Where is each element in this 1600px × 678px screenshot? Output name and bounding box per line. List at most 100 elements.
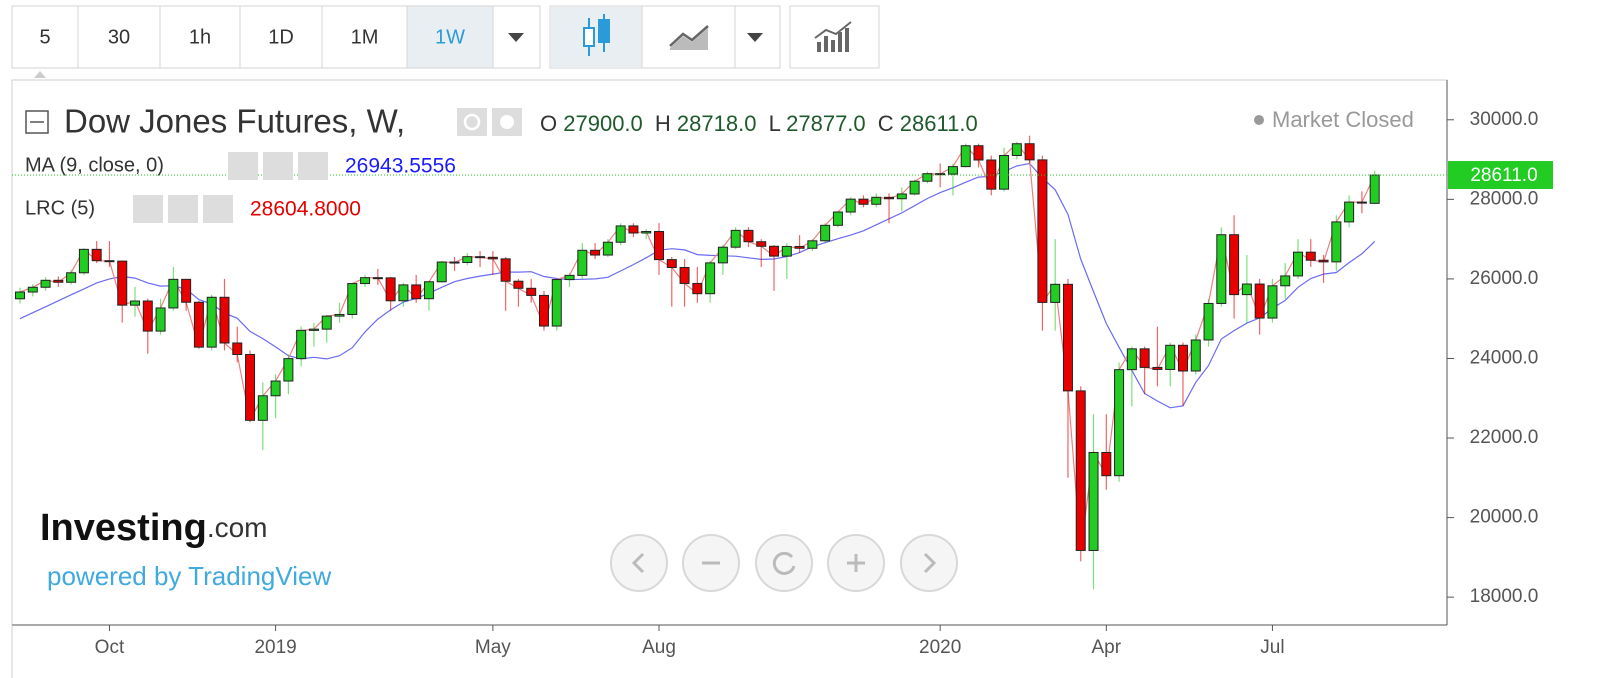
candle-body bbox=[53, 279, 64, 283]
ohlc-value: 27877.0 bbox=[786, 111, 866, 136]
candle-body bbox=[858, 198, 869, 205]
candle-body bbox=[935, 173, 946, 176]
candle-body bbox=[168, 278, 179, 309]
candle-body bbox=[513, 280, 524, 289]
candle-body bbox=[590, 249, 601, 256]
candle-body bbox=[1139, 348, 1150, 368]
y-tick-label: 30000.0 bbox=[1470, 109, 1539, 130]
candle-body bbox=[896, 193, 907, 200]
candle-body bbox=[283, 358, 294, 382]
overlay-name: LRC (5) bbox=[25, 197, 95, 219]
candle-body bbox=[960, 145, 971, 168]
candle-body bbox=[1050, 283, 1061, 303]
candle-body bbox=[347, 283, 358, 315]
candle-body bbox=[884, 196, 895, 200]
overlay-icons[interactable] bbox=[133, 195, 233, 223]
candle-body bbox=[117, 260, 128, 306]
candle-body bbox=[475, 256, 486, 259]
interval-button[interactable] bbox=[12, 6, 78, 68]
line-icon bbox=[669, 25, 709, 47]
candle-body bbox=[1075, 390, 1086, 551]
interval-button[interactable] bbox=[78, 6, 160, 68]
zoom-glyphs bbox=[631, 551, 937, 575]
candle-body bbox=[15, 291, 25, 300]
interval-label: 1D bbox=[268, 26, 294, 48]
candle-body bbox=[1088, 451, 1099, 551]
overlay-value: 28604.8000 bbox=[250, 198, 361, 221]
candle-body bbox=[1318, 259, 1329, 263]
candle-body bbox=[1241, 283, 1252, 296]
candle-body bbox=[1280, 275, 1291, 287]
candle-body bbox=[717, 246, 728, 264]
ohlc-value: 28718.0 bbox=[677, 111, 757, 136]
ohlc-key: O bbox=[540, 111, 557, 136]
x-tick-label: Aug bbox=[642, 637, 676, 658]
candle-button[interactable] bbox=[551, 7, 642, 67]
candle-body bbox=[1114, 369, 1125, 477]
candle-body bbox=[27, 286, 38, 293]
overlay-icons[interactable] bbox=[228, 152, 328, 180]
ohlc-key: H bbox=[655, 111, 671, 136]
x-tick-label: 2020 bbox=[919, 637, 961, 658]
x-tick-label: 2019 bbox=[254, 637, 296, 658]
last-price-label: 28611.0 bbox=[1470, 165, 1537, 186]
collapse-arrow[interactable] bbox=[34, 71, 46, 78]
x-tick-label: Jul bbox=[1260, 637, 1284, 658]
status-dot bbox=[1254, 115, 1264, 125]
candle-body bbox=[807, 240, 818, 249]
candle-body bbox=[232, 342, 243, 355]
candle-body bbox=[1152, 366, 1163, 370]
collapse-legend[interactable] bbox=[25, 110, 49, 134]
candle-body bbox=[705, 262, 716, 295]
interval-button[interactable] bbox=[240, 6, 322, 68]
indicators-icon bbox=[814, 21, 852, 52]
dropdown-arrow[interactable] bbox=[508, 33, 524, 42]
candle-body bbox=[986, 159, 997, 190]
candle-body bbox=[360, 277, 371, 285]
overlay-name: MA (9, close, 0) bbox=[25, 154, 164, 176]
gear-icon bbox=[500, 115, 514, 129]
powered-by: powered by TradingView bbox=[47, 561, 331, 591]
candle-body bbox=[756, 241, 767, 247]
interval-label: 1W bbox=[435, 26, 465, 48]
candle-body bbox=[130, 300, 141, 306]
candle-body bbox=[423, 281, 434, 300]
candle-body bbox=[308, 328, 319, 331]
candle-body bbox=[551, 279, 562, 327]
dropdown-arrow[interactable] bbox=[747, 33, 763, 42]
brand: Investing bbox=[40, 507, 207, 549]
interval-button[interactable] bbox=[407, 6, 493, 68]
ohlc-value: 28611.0 bbox=[900, 111, 978, 136]
candle-body bbox=[1229, 234, 1240, 296]
candle-body bbox=[526, 287, 537, 296]
interval-button[interactable] bbox=[160, 6, 240, 68]
candle-body bbox=[1254, 283, 1265, 319]
candle-body bbox=[922, 173, 933, 182]
candle-body bbox=[1037, 159, 1048, 303]
candle-body bbox=[40, 279, 51, 288]
y-tick-label: 26000.0 bbox=[1470, 268, 1539, 289]
y-tick-label: 20000.0 bbox=[1470, 507, 1539, 528]
candle-body bbox=[1293, 251, 1303, 277]
candle-body bbox=[769, 245, 780, 257]
candle-body bbox=[1369, 174, 1380, 204]
x-tick-label: May bbox=[475, 637, 511, 658]
ohlc-readout: O 27900.0 H 28718.0 L 27877.0 C 28611.0 bbox=[540, 111, 978, 136]
candle-body bbox=[487, 256, 498, 260]
candle-body bbox=[1203, 302, 1214, 341]
indicators-button[interactable] bbox=[789, 5, 880, 69]
market-status: Market Closed bbox=[1272, 107, 1414, 132]
candle-body bbox=[1190, 339, 1201, 372]
interval-button[interactable] bbox=[322, 6, 407, 68]
candle-body bbox=[781, 245, 792, 257]
x-tick-label: Apr bbox=[1092, 637, 1122, 658]
candle-body bbox=[206, 296, 217, 348]
candle-body bbox=[296, 329, 307, 360]
candle-body bbox=[1011, 143, 1022, 157]
candle-body bbox=[602, 241, 613, 256]
candle-body bbox=[679, 266, 690, 284]
candle-body bbox=[973, 145, 984, 161]
candle-body bbox=[832, 211, 843, 226]
